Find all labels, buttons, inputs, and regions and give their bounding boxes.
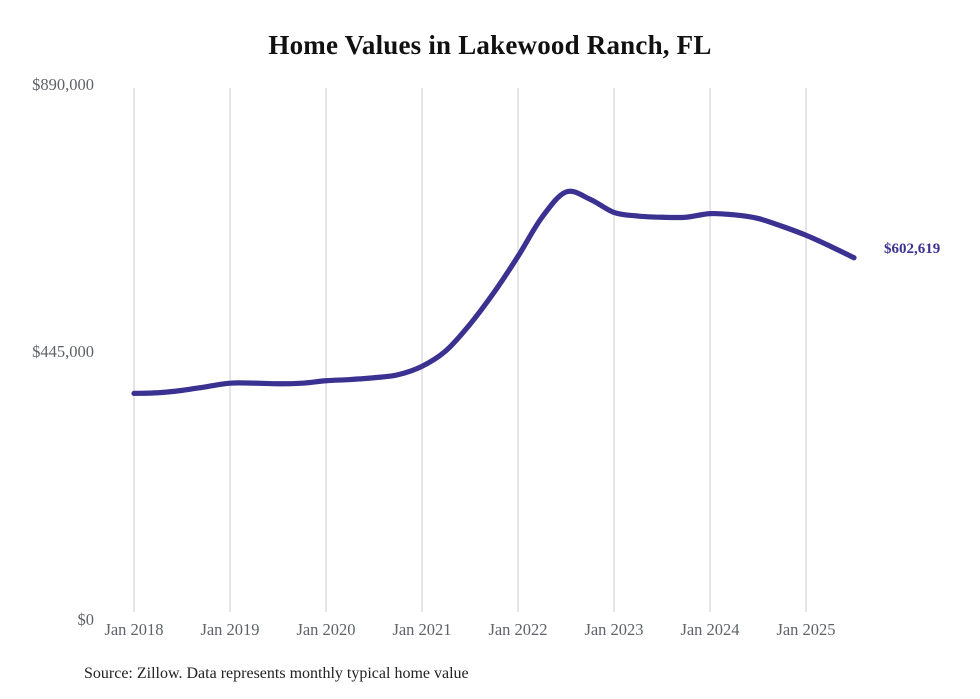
x-axis-tick-label: Jan 2019 [200, 620, 260, 639]
source-note: Source: Zillow. Data represents monthly … [84, 665, 469, 682]
chart-title: Home Values in Lakewood Ranch, FL [268, 30, 712, 60]
x-axis-tick-label: Jan 2024 [680, 620, 740, 639]
endpoint-value-label: $602,619 [884, 241, 941, 257]
home-value-line [131, 188, 857, 396]
x-axis-tick-label: Jan 2025 [776, 620, 836, 639]
x-axis-tick-label: Jan 2021 [392, 620, 452, 639]
y-axis-tick-label: $445,000 [32, 342, 94, 361]
gridlines [133, 88, 807, 612]
x-axis-tick-label: Jan 2022 [488, 620, 548, 639]
y-axis-tick-label: $0 [77, 610, 95, 629]
x-axis-tick-label: Jan 2018 [104, 620, 164, 639]
x-axis-tick-label: Jan 2023 [584, 620, 644, 639]
y-axis-tick-label: $890,000 [32, 75, 94, 94]
x-axis-tick-label: Jan 2020 [296, 620, 356, 639]
